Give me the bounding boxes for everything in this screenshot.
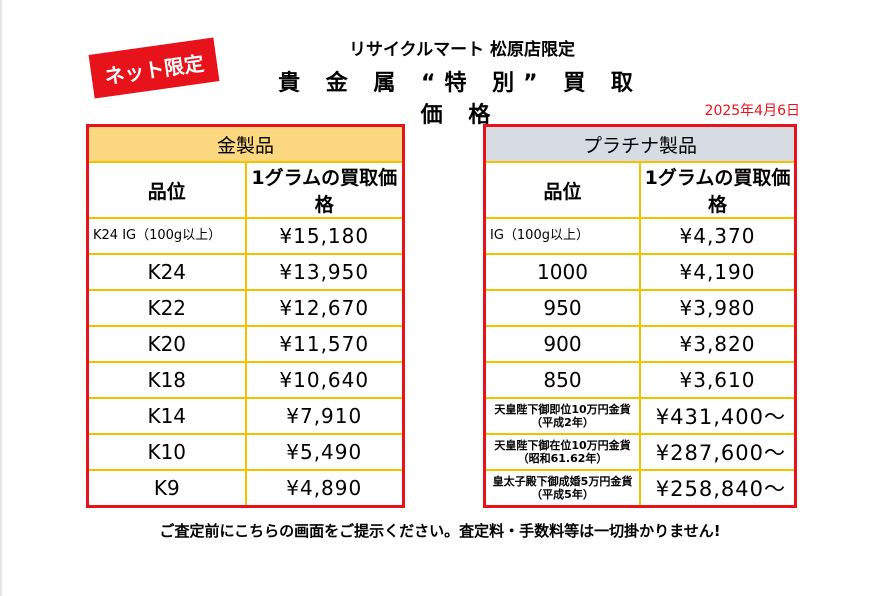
gold-price: ¥7,910 [244,397,405,435]
platinum-grade: 900 [483,325,641,363]
platinum-price: ¥431,400〜 [639,397,797,435]
gold-grade: K24 IG（100g以上） [86,217,247,255]
left-edge-rule [0,0,2,596]
table-row: 1000 ¥4,190 [483,253,797,291]
gold-table-header: 金製品 [86,124,405,163]
platinum-price: ¥4,370 [639,217,797,255]
table-row: K9 ¥4,890 [86,469,405,508]
platinum-price: ¥3,610 [639,361,797,399]
platinum-grade: 皇太子殿下御成婚5万円金貨（平成5年） [483,469,641,508]
gold-col-price: 1グラムの買取価格 [244,161,405,219]
table-row: K22 ¥12,670 [86,289,405,327]
table-row: 900 ¥3,820 [483,325,797,363]
platinum-grade: 850 [483,361,641,399]
table-row: 天皇陛下御即位10万円金貨（平成2年） ¥431,400〜 [483,397,797,435]
platinum-grade: 1000 [483,253,641,291]
gold-price: ¥5,490 [244,433,405,471]
gold-price: ¥4,890 [244,469,405,508]
platinum-price: ¥287,600〜 [639,433,797,471]
platinum-table-header: プラチナ製品 [483,124,797,163]
platinum-grade: 天皇陛下御即位10万円金貨（平成2年） [483,397,641,435]
platinum-col-price: 1グラムの買取価格 [639,161,797,219]
table-row: 850 ¥3,610 [483,361,797,399]
platinum-price: ¥4,190 [639,253,797,291]
gold-price: ¥13,950 [244,253,405,291]
platinum-price: ¥258,840〜 [639,469,797,508]
gold-grade: K18 [86,361,247,399]
table-row: K14 ¥7,910 [86,397,405,435]
net-only-badge: ネット限定 [88,37,220,99]
table-row: K18 ¥10,640 [86,361,405,399]
gold-col-grade: 品位 [86,161,247,219]
platinum-grade: IG（100g以上） [483,217,641,255]
gold-price: ¥15,180 [244,217,405,255]
platinum-grade: 天皇陛下御在位10万円金貨（昭和61.62年） [483,433,641,471]
platinum-price: ¥3,820 [639,325,797,363]
gold-grade: K24 [86,253,247,291]
gold-price-table: 金製品 品位 1グラムの買取価格 K24 IG（100g以上） ¥15,180 … [86,124,405,508]
gold-grade: K9 [86,469,247,508]
gold-price: ¥10,640 [244,361,405,399]
gold-grade: K20 [86,325,247,363]
table-row: 950 ¥3,980 [483,289,797,327]
table-row: K24 IG（100g以上） ¥15,180 [86,217,405,255]
table-row: K10 ¥5,490 [86,433,405,471]
gold-grade: K14 [86,397,247,435]
store-name: リサイクルマート 松原店限定 [348,40,576,60]
gold-price: ¥12,670 [244,289,405,327]
table-row: K24 ¥13,950 [86,253,405,291]
platinum-grade: 950 [483,289,641,327]
footer-notice: ご査定前にこちらの画面をご提示ください。査定料・手数料等は一切掛かりません! [159,522,721,540]
gold-price: ¥11,570 [244,325,405,363]
platinum-price: ¥3,980 [639,289,797,327]
gold-grade: K10 [86,433,247,471]
table-row: K20 ¥11,570 [86,325,405,363]
table-row: 天皇陛下御在位10万円金貨（昭和61.62年） ¥287,600〜 [483,433,797,471]
price-date: 2025年4月6日 [704,103,800,119]
platinum-col-grade: 品位 [483,161,641,219]
table-row: 皇太子殿下御成婚5万円金貨（平成5年） ¥258,840〜 [483,469,797,508]
gold-grade: K22 [86,289,247,327]
platinum-price-table: プラチナ製品 品位 1グラムの買取価格 IG（100g以上） ¥4,370 10… [483,124,797,508]
table-row: IG（100g以上） ¥4,370 [483,217,797,255]
page-title: 貴 金 属 “特 別” 買 取 価 格 [278,71,642,128]
